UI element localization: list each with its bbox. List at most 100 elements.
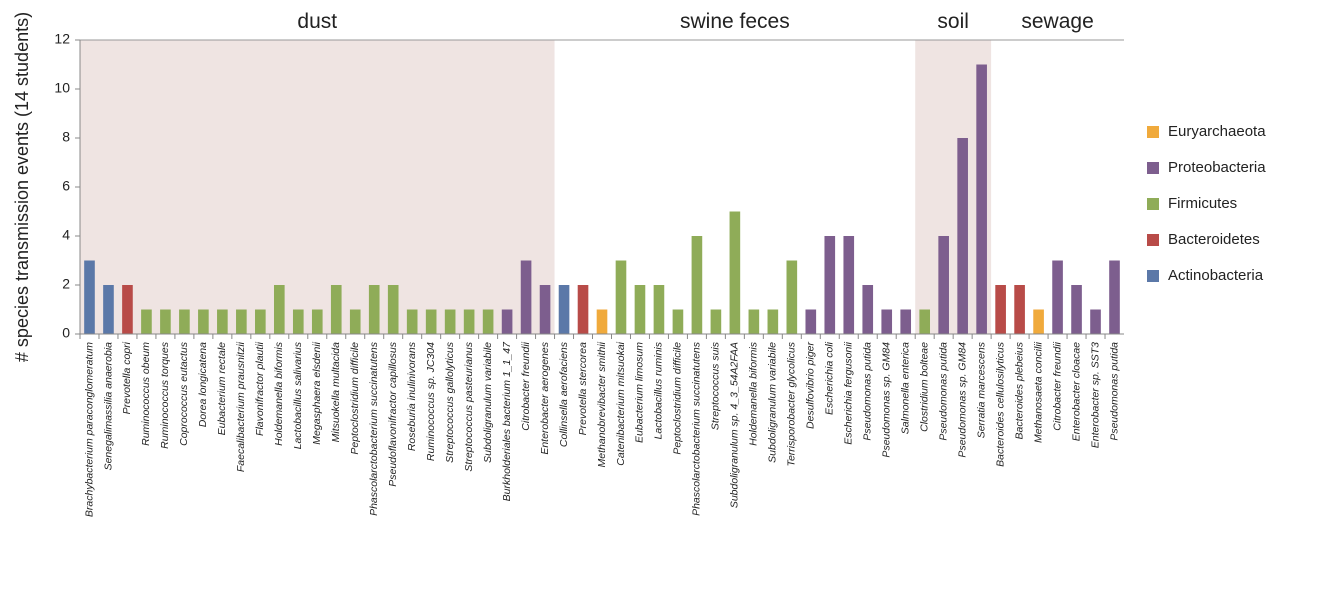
bar	[122, 285, 133, 334]
x-tick-label: Holdemanella biformis	[748, 341, 760, 446]
x-tick-label: Phascolarctobacterium succinatutens	[691, 341, 703, 516]
bar	[292, 309, 304, 334]
x-tick-label: Pseudoflavonifractor capillosus	[387, 341, 399, 486]
bar	[1052, 260, 1063, 334]
bar	[236, 309, 247, 334]
bar	[596, 309, 608, 334]
x-tick-label: Coprococcus eutactus	[178, 341, 190, 446]
x-tick-label: Pseudomonas putida	[937, 342, 949, 441]
bar	[919, 309, 931, 334]
x-tick-label: Subdoligranulum variabile	[482, 342, 494, 463]
bar	[179, 309, 190, 334]
legend-swatch	[1147, 234, 1159, 246]
x-tick-label: Peptoclostridium difficile	[349, 342, 361, 455]
bar	[311, 309, 323, 334]
bar	[160, 309, 171, 334]
bar	[141, 309, 152, 334]
y-tick-label: 4	[62, 227, 70, 243]
bar	[501, 309, 513, 334]
bar	[330, 285, 342, 334]
x-tick-label: Holdemanella biformis	[273, 341, 285, 446]
bar	[1014, 285, 1025, 334]
x-tick-label: Eubacterium rectale	[216, 342, 228, 436]
x-tick-label: Terrisporobacter glycolicus	[786, 341, 798, 466]
legend-label: Firmicutes	[1168, 195, 1237, 212]
y-tick-label: 6	[62, 178, 70, 194]
x-tick-label: Bacteroides cellulosilyticus	[994, 341, 1006, 467]
x-tick-label: Subdoligranulum sp. 4_3_54A2FAA	[729, 342, 741, 508]
bar	[653, 285, 665, 334]
legend-swatch	[1147, 270, 1159, 282]
bar	[406, 309, 418, 334]
x-tick-label: Peptoclostridium difficile	[672, 342, 684, 455]
x-tick-label: Catenibacterium mitsuokai	[615, 341, 627, 465]
bar	[349, 309, 361, 334]
x-tick-label: Dorea longicatena	[197, 342, 209, 427]
bar	[84, 260, 95, 334]
x-tick-label: Methanobrevibacter smithii	[596, 341, 608, 467]
x-tick-label: Mitsuokella multacida	[330, 342, 342, 443]
bar	[634, 285, 646, 334]
bar	[615, 260, 627, 334]
x-tick-label: Pseudomonas putida	[1108, 342, 1120, 441]
bar	[843, 236, 855, 334]
x-tick-label: Ruminococcus torques	[159, 341, 171, 449]
y-tick-label: 2	[62, 276, 70, 292]
x-tick-label: Pseudomonas sp. GM84	[956, 342, 968, 458]
x-tick-label: Desulfovibrio piger	[805, 342, 817, 429]
x-tick-label: Lactobacillus salivarius	[292, 341, 304, 449]
section-shade	[80, 40, 555, 334]
bar	[1033, 309, 1044, 334]
bar	[824, 236, 836, 334]
legend-label: Proteobacteria	[1168, 159, 1266, 176]
bar	[995, 285, 1006, 334]
bar	[425, 309, 437, 334]
section-label: soil	[937, 10, 969, 33]
x-tick-label: Pseudomonas sp. GM84	[881, 342, 893, 458]
x-tick-label: Pseudomonas putida	[862, 342, 874, 441]
legend-label: Bacteroidetes	[1168, 231, 1260, 248]
x-tick-label: Collinsella aerofaciens	[558, 341, 570, 447]
y-tick-label: 10	[54, 80, 70, 96]
bar	[368, 285, 380, 334]
y-tick-label: 12	[54, 31, 70, 47]
bar	[577, 285, 589, 334]
bar	[520, 260, 532, 334]
y-axis-label: # species transmission events (14 studen…	[12, 12, 32, 362]
section-label: swine feces	[680, 10, 790, 33]
x-tick-label: Methanosaeta concilii	[1032, 341, 1044, 443]
x-tick-label: Roseburia inulinivorans	[406, 341, 418, 451]
bar	[444, 309, 456, 334]
x-tick-label: Faecalibacterium prausnitzii	[235, 341, 247, 472]
bar	[976, 64, 987, 334]
x-tick-label: Citrobacter freundii	[520, 341, 532, 430]
section-label: sewage	[1021, 10, 1093, 33]
bar	[387, 285, 399, 334]
x-tick-label: Serratia marcescens	[975, 341, 987, 438]
x-tick-label: Enterobacter aerogenes	[539, 341, 551, 454]
bar	[767, 309, 779, 334]
bar	[255, 309, 266, 334]
bar	[881, 309, 893, 334]
bar	[1090, 309, 1101, 334]
x-tick-label: Bacteroides plebeius	[1013, 341, 1025, 439]
x-tick-label: Subdoligranulum variabile	[767, 342, 779, 463]
bar	[103, 285, 114, 334]
x-tick-label: Streptococcus pasteurianus	[463, 341, 475, 471]
bar	[273, 285, 285, 334]
legend-label: Actinobacteria	[1168, 267, 1264, 284]
bar	[691, 236, 703, 334]
bar	[198, 309, 209, 334]
bar	[786, 260, 798, 334]
bar	[938, 236, 949, 334]
legend-swatch	[1147, 126, 1159, 138]
x-tick-label: Enterobacter cloacae	[1070, 342, 1082, 441]
x-tick-label: Escherichia fergusonii	[843, 341, 855, 444]
bar	[805, 309, 817, 334]
bar	[539, 285, 551, 334]
bar	[710, 309, 722, 334]
x-tick-label: Eubacterium limosum	[634, 342, 646, 443]
section-label: dust	[297, 10, 337, 33]
bar	[672, 309, 684, 334]
bar	[558, 285, 570, 334]
